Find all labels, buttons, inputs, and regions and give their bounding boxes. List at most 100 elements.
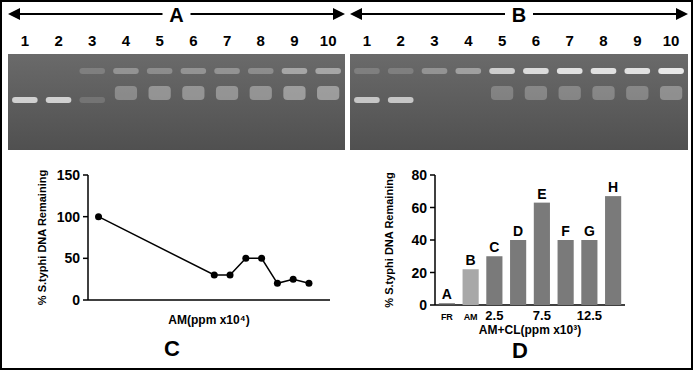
bar xyxy=(534,203,550,305)
gel-band xyxy=(455,68,481,74)
lane-number: 4 xyxy=(122,32,131,49)
y-tick xyxy=(430,304,435,306)
lane-number: 8 xyxy=(257,32,265,49)
figure: A12345678910B12345678910050100150% S.typ… xyxy=(0,0,693,370)
lane-number: 3 xyxy=(88,32,96,49)
panel-label: D xyxy=(512,338,528,363)
gel-band xyxy=(354,97,380,103)
y-tick-label: 40 xyxy=(411,232,427,248)
lane-number: 7 xyxy=(566,32,574,49)
bar-annotation: D xyxy=(513,223,523,239)
y-label: % S.typhi DNA Remaining xyxy=(36,170,48,305)
x-tick-label: FR xyxy=(441,312,453,322)
gel-smear xyxy=(149,86,171,100)
gel-band xyxy=(489,68,515,74)
y-tick xyxy=(83,174,88,176)
lane-number: 8 xyxy=(599,32,607,49)
gel-band xyxy=(248,68,274,74)
y-tick-label: 80 xyxy=(411,167,427,183)
gel-band xyxy=(557,68,583,74)
y-tick xyxy=(83,258,88,260)
gel-band xyxy=(388,68,414,74)
marker xyxy=(258,255,265,262)
lane-number: 10 xyxy=(320,32,337,49)
panel-label: B xyxy=(512,4,526,26)
y-tick-label: 0 xyxy=(72,292,80,308)
lane-number: 7 xyxy=(223,32,231,49)
frame xyxy=(1,1,692,369)
gel-smear xyxy=(559,86,581,100)
y-tick xyxy=(430,174,435,176)
lane-number: 1 xyxy=(363,32,371,49)
bar xyxy=(486,256,502,305)
lane-number: 10 xyxy=(663,32,680,49)
bar-annotation: A xyxy=(442,286,452,302)
label-bg xyxy=(163,2,191,26)
gel-band xyxy=(624,68,650,74)
lane-number: 5 xyxy=(155,32,163,49)
gel-band xyxy=(315,68,341,74)
y-tick-label: 50 xyxy=(64,250,80,266)
y-tick-label: 150 xyxy=(57,167,81,183)
lane-number: 6 xyxy=(189,32,197,49)
y-tick-label: 60 xyxy=(411,200,427,216)
marker xyxy=(211,272,218,279)
bar xyxy=(558,240,574,305)
line xyxy=(99,217,309,284)
gel-band xyxy=(658,68,684,74)
y-label: % S.typhi DNA Remaining xyxy=(383,172,395,307)
plot xyxy=(95,213,312,287)
lane-number: 2 xyxy=(54,32,62,49)
gel-band xyxy=(147,68,173,74)
gel-band xyxy=(591,68,617,74)
bar xyxy=(463,269,479,305)
gel-smear xyxy=(525,86,547,100)
gel-smear xyxy=(491,86,513,100)
gel-band xyxy=(388,97,414,103)
gel-smear xyxy=(250,86,272,100)
gel-image xyxy=(8,54,345,150)
lane-number: 4 xyxy=(464,32,473,49)
arrow-head xyxy=(350,8,362,20)
panel-label: C xyxy=(164,336,180,361)
gel-band xyxy=(354,68,380,74)
x-label: AM(ppm x10⁴) xyxy=(168,313,249,327)
bar xyxy=(510,240,526,305)
x-tick-label: 2.5 xyxy=(485,308,503,323)
y-tick xyxy=(430,207,435,209)
label-bg xyxy=(505,2,533,26)
gel-band xyxy=(12,97,38,103)
gel-band xyxy=(79,68,105,74)
panel-label: A xyxy=(169,4,183,26)
x-label: AM+CL(ppm x10³) xyxy=(479,323,581,337)
gel-band xyxy=(523,68,549,74)
gel-smear xyxy=(216,86,238,100)
lane-number: 9 xyxy=(290,32,298,49)
gel-smear xyxy=(317,86,339,100)
y-tick xyxy=(83,299,88,301)
y-tick-label: 100 xyxy=(57,209,81,225)
lane-number: 5 xyxy=(498,32,506,49)
bar-annotation: F xyxy=(561,223,570,239)
bar-annotation: B xyxy=(466,252,476,268)
bar-annotation: G xyxy=(584,223,595,239)
gel-band xyxy=(422,68,448,74)
gel-band xyxy=(181,68,207,74)
arrow-head xyxy=(676,8,688,20)
gel-smear xyxy=(626,86,648,100)
lane-number: 1 xyxy=(21,32,29,49)
bar-annotation: C xyxy=(489,239,499,255)
bar xyxy=(605,196,621,305)
gel-smear xyxy=(660,86,682,100)
marker xyxy=(95,213,102,220)
gel-band xyxy=(282,68,308,74)
gel-smear xyxy=(592,86,614,100)
lane-number: 6 xyxy=(532,32,540,49)
y-tick xyxy=(83,216,88,218)
y-axis xyxy=(87,175,89,300)
lane-number: 9 xyxy=(633,32,641,49)
marker xyxy=(274,280,281,287)
y-tick xyxy=(430,272,435,274)
gel-band xyxy=(79,97,105,103)
arrow-head xyxy=(8,8,20,20)
